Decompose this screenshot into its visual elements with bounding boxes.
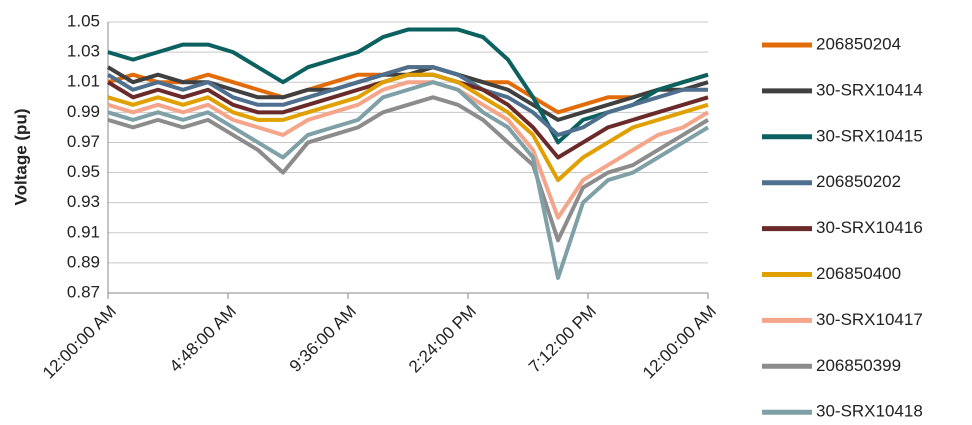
y-tick-label: 0.89: [67, 252, 100, 271]
series-line: [107, 72, 709, 183]
series-line: [107, 80, 710, 220]
y-tick-label: 0.87: [67, 282, 100, 301]
x-tick-label: 12:00:00 AM: [639, 302, 720, 383]
legend-label: 30-SRX10418: [816, 402, 923, 421]
y-axis-label: Voltage (pu): [11, 109, 30, 206]
y-tick-label: 1.01: [67, 72, 100, 91]
series-line: [106, 65, 708, 137]
y-tick-label: 1.03: [67, 42, 100, 61]
legend-label: 30-SRX10416: [816, 218, 923, 237]
series-line: [107, 80, 710, 280]
legend-label: 30-SRX10417: [816, 310, 923, 329]
x-tick-label: 2:24:00 PM: [405, 302, 480, 377]
y-tick-label: 0.91: [67, 222, 100, 241]
x-tick-label: 4:48:00 AM: [166, 302, 240, 376]
y-tick-label: 0.93: [67, 192, 100, 211]
y-tick-label: 0.95: [67, 162, 100, 181]
y-tick-label: 1.05: [67, 11, 100, 30]
y-tick-label: 0.97: [67, 132, 100, 151]
legend-label: 206850202: [816, 172, 901, 191]
x-tick-label: 7:12:00 PM: [525, 302, 600, 377]
y-tick-label: 0.99: [67, 102, 100, 121]
legend-label: 30-SRX10415: [816, 126, 923, 145]
x-tick-label: 12:00:00 AM: [39, 302, 120, 383]
x-tick-label: 9:36:00 AM: [286, 302, 360, 376]
series-line: [107, 95, 710, 243]
legend-label: 206850400: [816, 264, 901, 283]
legend-label: 206850399: [816, 356, 901, 375]
legend-label: 30-SRX10414: [816, 80, 923, 99]
legend-label: 206850204: [816, 34, 901, 53]
